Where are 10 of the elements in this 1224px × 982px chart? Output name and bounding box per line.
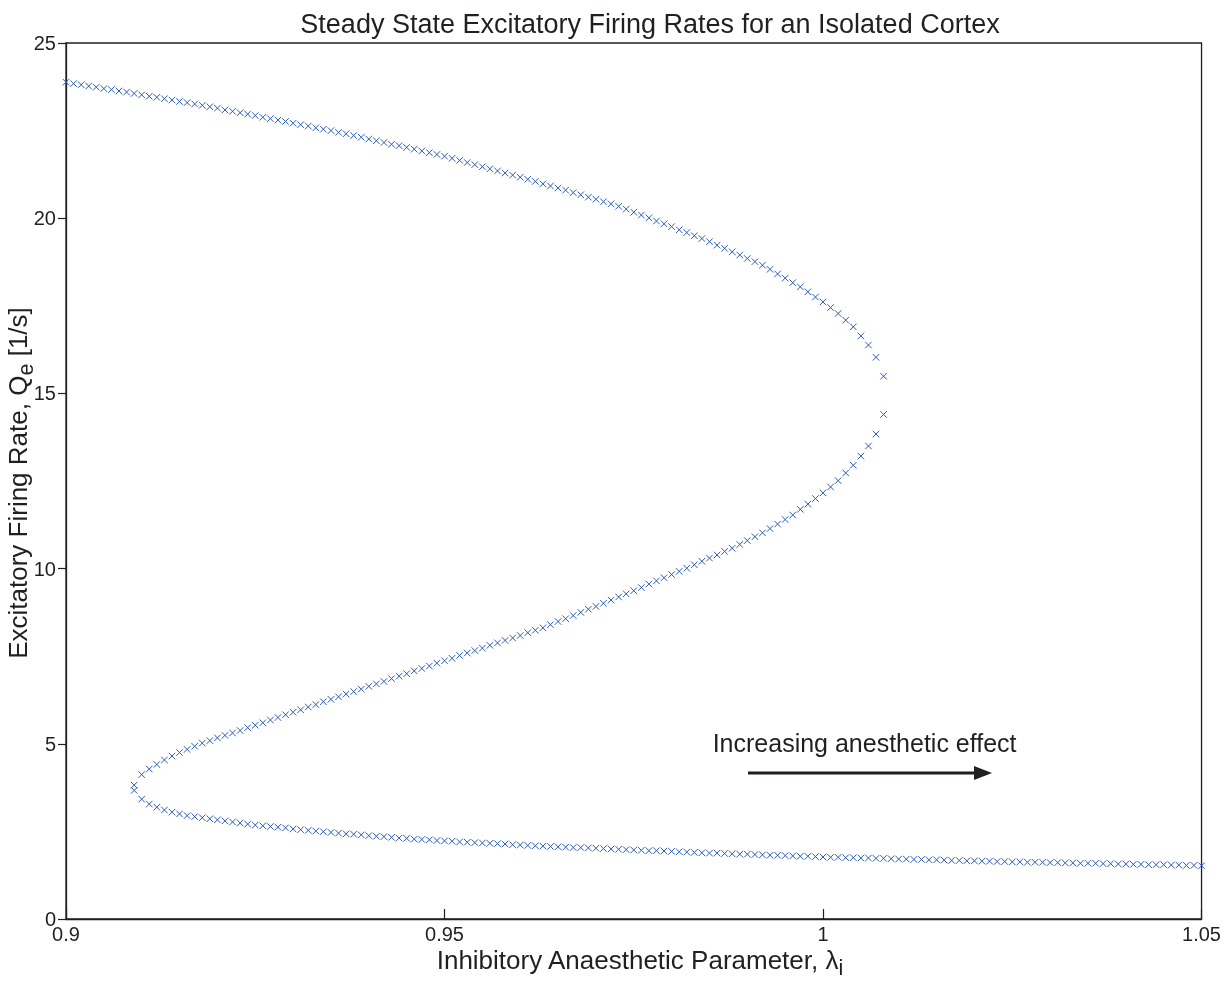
y-tick-label: 20 [33,207,56,230]
annotation: Increasing anesthetic effect [712,729,1017,757]
x-axis-title: Inhibitory Anaesthetic Parameter, λ$_{i}$ [436,944,844,982]
y-tick-label: 15 [33,382,56,405]
x-tick-label: 0.95 [425,923,464,945]
x-tick-label: 1 [817,923,829,945]
chart-title: Steady State Excitatory Firing Rates for an Isolated Cortex [300,8,1001,39]
y-tick-label: 5 [44,732,56,755]
x-tick-label: 1.05 [1182,923,1222,945]
y-tick-label: 25 [33,32,56,54]
